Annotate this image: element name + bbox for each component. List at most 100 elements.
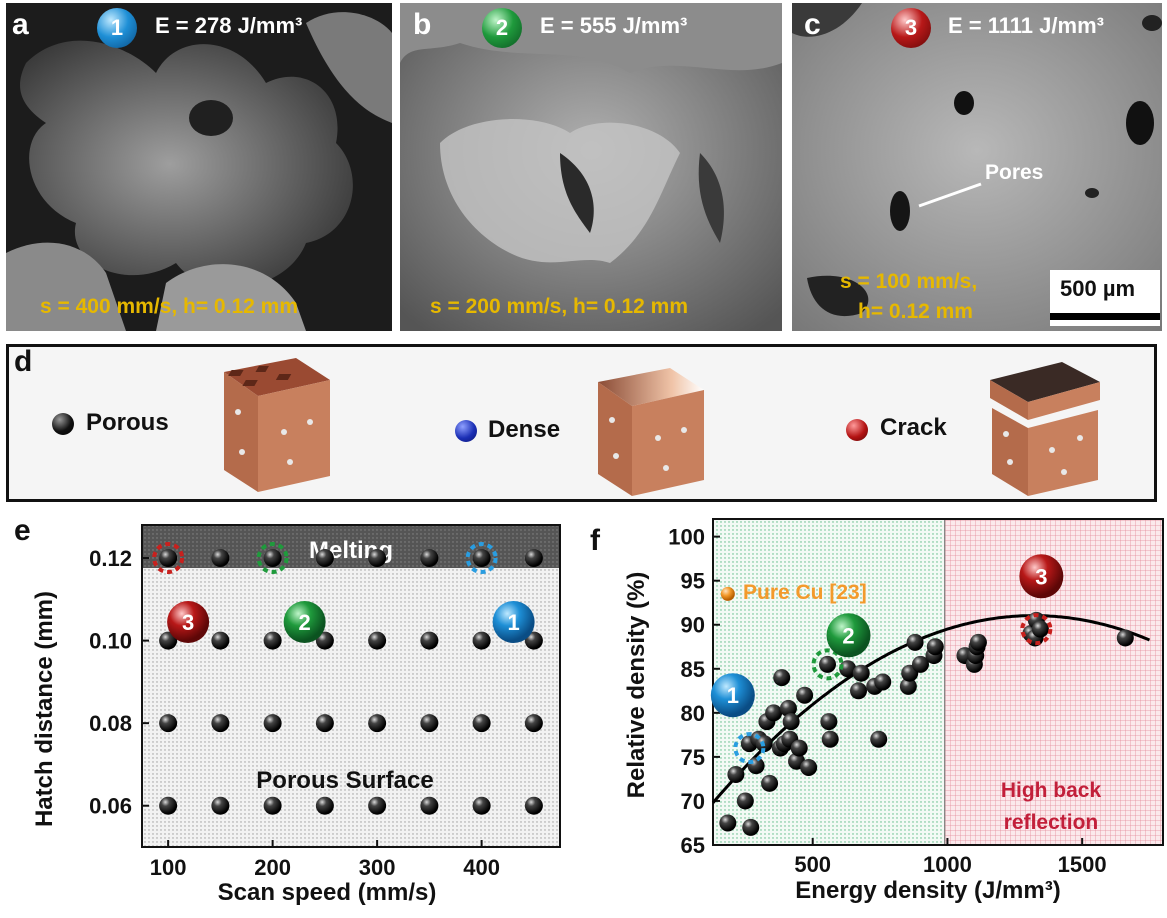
pure-cu-reference-point xyxy=(720,586,735,601)
data-point-e xyxy=(524,796,543,815)
marker-2-icon: 2 xyxy=(482,8,522,48)
data-point-e xyxy=(263,714,282,733)
panel-label-b: b xyxy=(413,8,432,41)
energy-label-c: E = 1111 J/mm³ xyxy=(948,13,1104,38)
data-point-e xyxy=(472,631,491,650)
data-point-f xyxy=(742,818,760,836)
params-label-a: s = 400 mm/s, h= 0.12 mm xyxy=(40,295,298,318)
x-tick-label-e: 400 xyxy=(463,855,500,880)
y-tick-label-f: 80 xyxy=(681,701,705,726)
data-point-e xyxy=(211,796,230,815)
y-tick-label-f: 65 xyxy=(681,833,705,858)
pores-pointer-line xyxy=(918,182,982,208)
marker-1-label: 1 xyxy=(110,15,124,40)
marker-3-f-label: 3 xyxy=(1035,564,1047,589)
data-point-f xyxy=(800,758,818,776)
marker-2-label: 2 xyxy=(495,15,509,40)
data-point-f xyxy=(796,686,814,704)
sem-image-b xyxy=(400,3,782,331)
marker-2-f-label: 2 xyxy=(842,623,854,648)
data-point-e xyxy=(159,714,178,733)
data-point-e xyxy=(368,549,387,568)
marker-1-f: 1 xyxy=(710,673,755,718)
y-tick-label-e: 0.12 xyxy=(89,546,132,571)
data-point-e xyxy=(472,796,491,815)
y-tick-label-f: 90 xyxy=(681,613,705,638)
marker-2-f-ball xyxy=(826,613,871,658)
data-point-e xyxy=(524,631,543,650)
panel-label-d: d xyxy=(14,345,33,378)
data-point-f xyxy=(899,677,917,695)
data-point-f xyxy=(761,774,779,792)
y-tick-label-e: 0.08 xyxy=(89,711,132,736)
data-point-e xyxy=(263,631,282,650)
y-tick-label-f: 95 xyxy=(681,569,705,594)
porous-surface-label: Porous Surface xyxy=(256,767,433,794)
x-axis-label-e: Scan speed (mm/s) xyxy=(218,879,437,906)
crack-cube-illustration xyxy=(990,362,1100,496)
marker-3-f-ball xyxy=(1019,554,1064,599)
marker-3-label: 3 xyxy=(904,15,918,40)
x-tick-label-f: 1000 xyxy=(923,852,972,877)
data-point-f xyxy=(747,757,765,775)
marker-1-f-ball xyxy=(710,673,755,718)
dense-cube-illustration xyxy=(598,368,704,496)
y-tick-label-f: 75 xyxy=(681,745,705,770)
data-point-f xyxy=(850,682,868,700)
data-point-e xyxy=(420,631,439,650)
data-point-e xyxy=(263,796,282,815)
y-tick-label-e: 0.06 xyxy=(89,794,132,819)
marker-1-icon: 1 xyxy=(97,8,137,48)
data-point-e xyxy=(159,549,178,568)
data-point-e xyxy=(524,714,543,733)
data-point-e xyxy=(315,714,334,733)
dense-dot-icon xyxy=(455,420,477,442)
x-tick-label-e: 100 xyxy=(150,855,187,880)
data-point-e xyxy=(420,796,439,815)
data-point-f xyxy=(765,704,783,722)
x-tick-label-e: 300 xyxy=(359,855,396,880)
y-tick-label-e: 0.10 xyxy=(89,629,132,654)
legend-crack: Crack xyxy=(880,414,947,441)
marker-1-e-label: 1 xyxy=(508,610,520,635)
marker-3-e-label: 3 xyxy=(182,610,194,635)
crack-dot-icon xyxy=(846,419,868,441)
marker-3-e: 3 xyxy=(167,601,210,644)
scale-bar xyxy=(1050,313,1160,320)
marker-3-icon: 3 xyxy=(891,8,931,48)
panel-label-a: a xyxy=(12,8,29,41)
hatch-vs-speed-chart: Melting Porous Surface Scan speed (mm/s)… xyxy=(31,524,561,906)
data-point-f xyxy=(870,730,888,748)
y-tick-label-f: 100 xyxy=(668,525,705,550)
x-tick-label-e: 200 xyxy=(254,855,291,880)
high-back-label-line1: High back xyxy=(1001,779,1102,802)
plot-area-e xyxy=(142,525,560,847)
data-point-f xyxy=(719,814,737,832)
legend-dense: Dense xyxy=(488,416,561,443)
data-point-e xyxy=(315,549,334,568)
data-point-f xyxy=(969,633,987,651)
sem-panel-a xyxy=(6,3,392,331)
marker-3-e-ball xyxy=(167,601,210,644)
marker-1-f-label: 1 xyxy=(727,683,739,708)
data-point-e xyxy=(472,549,491,568)
marker-1-e: 1 xyxy=(492,601,535,644)
scale-bar-label: 500 µm xyxy=(1060,276,1136,301)
marker-2-f: 2 xyxy=(826,613,871,658)
y-axis-label-e: Hatch distance (mm) xyxy=(31,591,58,827)
data-point-e xyxy=(472,714,491,733)
data-point-e xyxy=(368,714,387,733)
marker-2-e: 2 xyxy=(283,601,326,644)
data-point-f xyxy=(926,638,944,656)
panel-label-c: c xyxy=(804,8,821,41)
pure-cu-label: Pure Cu [23] xyxy=(743,581,867,604)
pores-label: Pores xyxy=(985,161,1044,184)
porous-dot-icon xyxy=(52,413,74,435)
panel-label-e: e xyxy=(14,514,31,547)
legend-porous: Porous xyxy=(86,409,169,436)
energy-label-b: E = 555 J/mm³ xyxy=(540,13,688,38)
data-point-f xyxy=(773,669,791,687)
data-point-f xyxy=(906,633,924,651)
sem-panel-b xyxy=(400,3,782,331)
params-label-b: s = 200 mm/s, h= 0.12 mm xyxy=(430,295,688,318)
